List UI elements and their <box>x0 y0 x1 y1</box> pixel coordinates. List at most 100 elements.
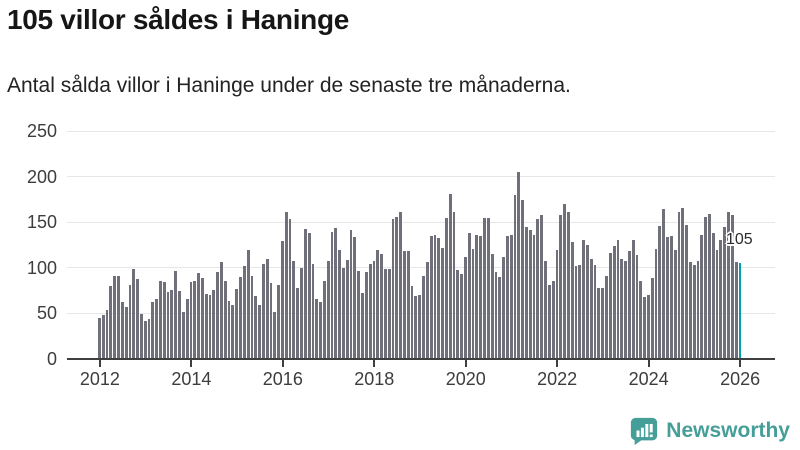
bar <box>635 255 639 359</box>
x-axis-tick-label: 2020 <box>445 369 486 389</box>
bar <box>490 254 494 359</box>
bar <box>574 266 578 359</box>
y-axis-tick-label: 50 <box>36 303 57 324</box>
bar <box>380 254 383 359</box>
bar <box>666 237 669 359</box>
bar <box>105 310 109 359</box>
bar <box>364 272 368 359</box>
bar <box>616 240 620 359</box>
bar <box>418 295 422 359</box>
bar <box>605 276 608 359</box>
bar <box>643 297 646 359</box>
bar <box>566 212 570 359</box>
bar <box>410 286 414 359</box>
x-axis-tick <box>281 360 284 367</box>
bar <box>483 218 486 359</box>
x-axis-tick-label: 2026 <box>720 369 761 389</box>
bar <box>124 307 128 359</box>
bar <box>669 236 673 359</box>
bar <box>467 233 471 359</box>
bar <box>460 274 463 359</box>
bar <box>662 209 666 359</box>
brand-footer[interactable]: Newsworthy <box>629 416 790 446</box>
bar <box>258 305 261 359</box>
bar <box>231 305 235 359</box>
bar <box>444 218 448 359</box>
bar <box>536 219 540 359</box>
bar <box>471 249 475 359</box>
chart-title: 105 villor såldes i Haninge <box>7 4 350 35</box>
bar <box>681 208 685 359</box>
bar <box>563 204 566 359</box>
bar <box>456 270 460 359</box>
bar <box>647 295 650 359</box>
chart-subtitle: Antal sålda villor i Haninge under de se… <box>7 74 571 97</box>
bar <box>98 318 101 359</box>
bar <box>189 282 193 359</box>
bar <box>494 272 498 359</box>
bar <box>239 277 242 359</box>
x-axis-tick-label: 2024 <box>628 369 669 389</box>
bar <box>265 259 269 359</box>
bar <box>597 288 601 359</box>
bar <box>479 236 483 359</box>
bar <box>162 282 166 359</box>
bar <box>372 261 376 359</box>
y-axis-tick-label: 200 <box>26 166 57 187</box>
bar <box>315 299 319 359</box>
bar <box>475 235 479 359</box>
bar <box>433 235 437 359</box>
bar <box>696 261 700 359</box>
bar <box>704 217 707 359</box>
bar <box>505 236 509 359</box>
gridline <box>67 221 775 223</box>
bar <box>349 230 353 359</box>
bar <box>601 288 605 359</box>
bar <box>319 302 322 359</box>
latest-value-annotation: 105 <box>726 231 753 248</box>
bar <box>300 268 303 359</box>
bar <box>711 233 715 359</box>
bar <box>578 265 582 359</box>
bar <box>719 240 723 359</box>
bar <box>166 292 170 359</box>
bar <box>143 321 147 359</box>
bar <box>357 271 361 359</box>
bar <box>521 200 524 359</box>
newsworthy-logo-icon <box>631 417 658 446</box>
bar <box>159 281 162 359</box>
bar <box>486 218 490 359</box>
bar <box>307 233 311 359</box>
bar-chart: 0 50 100 150 200 250 2012 2014 2016 2018 2020 2022 2… <box>0 120 800 392</box>
bar <box>288 219 292 359</box>
y-axis-tick-label: 0 <box>46 349 57 369</box>
x-axis-tick <box>464 360 467 367</box>
bar <box>303 229 307 359</box>
bar <box>555 250 559 359</box>
bar <box>128 285 132 359</box>
bar <box>338 250 341 359</box>
bar <box>422 276 425 359</box>
bar <box>692 265 696 359</box>
bar <box>330 232 334 359</box>
bar <box>441 248 444 359</box>
bar <box>101 315 105 359</box>
bar <box>181 312 185 359</box>
bar <box>498 277 502 359</box>
bar <box>727 212 730 359</box>
y-axis-tick-label: 250 <box>26 121 57 141</box>
bar <box>513 195 517 359</box>
bar <box>464 257 467 359</box>
bar <box>399 212 402 359</box>
bar <box>334 228 338 359</box>
bar <box>193 281 197 359</box>
bar <box>620 259 624 359</box>
x-axis-tick <box>556 360 559 367</box>
bar <box>326 261 330 359</box>
y-axis-tick-label: 100 <box>26 257 57 278</box>
bar <box>227 301 231 359</box>
y-axis-tick-label: 150 <box>26 212 57 233</box>
bar <box>715 250 719 359</box>
bar <box>284 212 288 359</box>
x-axis-tick <box>647 360 650 367</box>
